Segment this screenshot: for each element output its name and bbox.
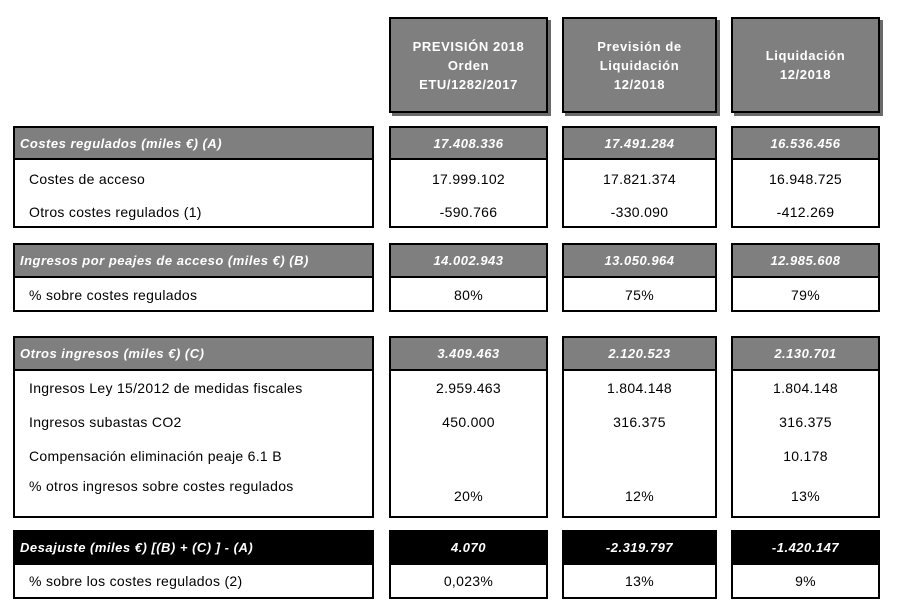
column-header-liquidacion: Liquidación 12/2018 xyxy=(731,17,880,113)
row-label-subastas-co2: Ingresos subastas CO2 xyxy=(29,414,182,430)
row-value: 80% xyxy=(454,287,483,303)
section-rows-liquidacion: 79% xyxy=(731,276,880,312)
column-header-prevision-2018: PREVISIÓN 2018 Orden ETU/1282/2017 xyxy=(389,17,548,113)
row-value: 10.178 xyxy=(783,448,828,464)
section-total-prevision: 14.002.943 xyxy=(389,243,548,278)
row-value: 79% xyxy=(791,287,820,303)
row-label-ley-15-2012: Ingresos Ley 15/2012 de medidas fiscales xyxy=(29,380,303,396)
section-total-prevision: 3.409.463 xyxy=(389,336,548,371)
section-total-prevision-liquidacion: 17.491.284 xyxy=(562,126,717,160)
row-value: 450.000 xyxy=(442,414,495,430)
section-rows-liquidacion: 1.804.148 316.375 10.178 13% xyxy=(731,369,880,518)
section-total-prevision: 17.408.336 xyxy=(389,126,548,160)
row-label-compensacion: Compensación eliminación peaje 6.1 B xyxy=(29,448,282,464)
section-rows-prevision-liquidacion: 17.821.374 -330.090 xyxy=(562,158,717,228)
section-total-liquidacion: 16.536.456 xyxy=(731,126,880,160)
section-rows-liquidacion: 9% xyxy=(731,563,880,599)
column-header-line: Liquidación xyxy=(765,48,846,63)
section-rows-prevision-liquidacion: 1.804.148 316.375 12% xyxy=(562,369,717,518)
section-title-otros-ingresos: Otros ingresos (miles €) (C) xyxy=(13,336,374,371)
row-value: 1.804.148 xyxy=(773,380,838,396)
column-header-prevision-liquidacion: Previsión de Liquidación 12/2018 xyxy=(562,17,717,113)
section-rows-labels: Costes de acceso Otros costes regulados … xyxy=(13,158,374,228)
section-total-prevision-liquidacion: -2.319.797 xyxy=(562,530,717,565)
section-total-prevision-liquidacion: 13.050.964 xyxy=(562,243,717,278)
column-header-line: 12/2018 xyxy=(613,76,666,92)
section-rows-liquidacion: 16.948.725 -412.269 xyxy=(731,158,880,228)
row-value: 16.948.725 xyxy=(768,171,843,187)
row-value: 20% xyxy=(454,488,483,504)
row-label-pct-otros-ingresos: % otros ingresos sobre costes regulados xyxy=(29,478,294,494)
column-header-line: ETU/1282/2017 xyxy=(419,76,518,92)
row-value: -330.090 xyxy=(610,204,669,220)
section-total-liquidacion: 12.985.608 xyxy=(731,243,880,278)
section-title-costes-regulados: Costes regulados (miles €) (A) xyxy=(13,126,374,160)
section-total-liquidacion: -1.420.147 xyxy=(731,530,880,565)
section-total-prevision-liquidacion: 2.120.523 xyxy=(562,336,717,371)
column-header-line: Liquidación xyxy=(599,57,680,73)
row-value: 9% xyxy=(795,573,816,589)
row-value: -590.766 xyxy=(439,204,498,220)
section-rows-labels: % sobre los costes regulados (2) xyxy=(13,563,374,599)
section-title-ingresos-peajes: Ingresos por peajes de acceso (miles €) … xyxy=(13,243,374,278)
row-value: 2.959.463 xyxy=(436,380,501,396)
section-rows-labels: % sobre costes regulados xyxy=(13,276,374,312)
row-value: 1.804.148 xyxy=(607,380,672,396)
section-rows-prevision-liquidacion: 75% xyxy=(562,276,717,312)
section-title-desajuste: Desajuste (miles €) [(B) + (C) ] - (A) xyxy=(13,530,374,565)
row-value: 17.821.374 xyxy=(602,171,677,187)
row-value: 13% xyxy=(791,488,820,504)
row-value: 0,023% xyxy=(443,573,494,589)
section-total-prevision: 4.070 xyxy=(389,530,548,565)
section-rows-prevision: 0,023% xyxy=(389,563,548,599)
column-header-line: 12/2018 xyxy=(779,67,832,82)
section-total-liquidacion: 2.130.701 xyxy=(731,336,880,371)
row-value: 316.375 xyxy=(779,414,832,430)
row-value: 17.999.102 xyxy=(431,171,506,187)
section-rows-labels: Ingresos Ley 15/2012 de medidas fiscales… xyxy=(13,369,374,518)
row-label-pct-costes: % sobre costes regulados xyxy=(29,287,198,303)
row-label-costes-acceso: Costes de acceso xyxy=(29,171,146,187)
column-header-line: Previsión de xyxy=(597,38,682,54)
row-value: 12% xyxy=(625,488,654,504)
row-value: 75% xyxy=(625,287,654,303)
row-value: -412.269 xyxy=(776,204,835,220)
row-label-pct-costes-regulados: % sobre los costes regulados (2) xyxy=(29,573,243,589)
column-header-line: PREVISIÓN 2018 xyxy=(412,38,525,54)
section-rows-prevision: 2.959.463 450.000 20% xyxy=(389,369,548,518)
section-rows-prevision: 80% xyxy=(389,276,548,312)
row-label-otros-costes: Otros costes regulados (1) xyxy=(29,204,202,220)
row-value: 316.375 xyxy=(613,414,666,430)
section-rows-prevision: 17.999.102 -590.766 xyxy=(389,158,548,228)
column-header-line: Orden xyxy=(447,57,490,73)
section-rows-prevision-liquidacion: 13% xyxy=(562,563,717,599)
row-value: 13% xyxy=(625,573,654,589)
